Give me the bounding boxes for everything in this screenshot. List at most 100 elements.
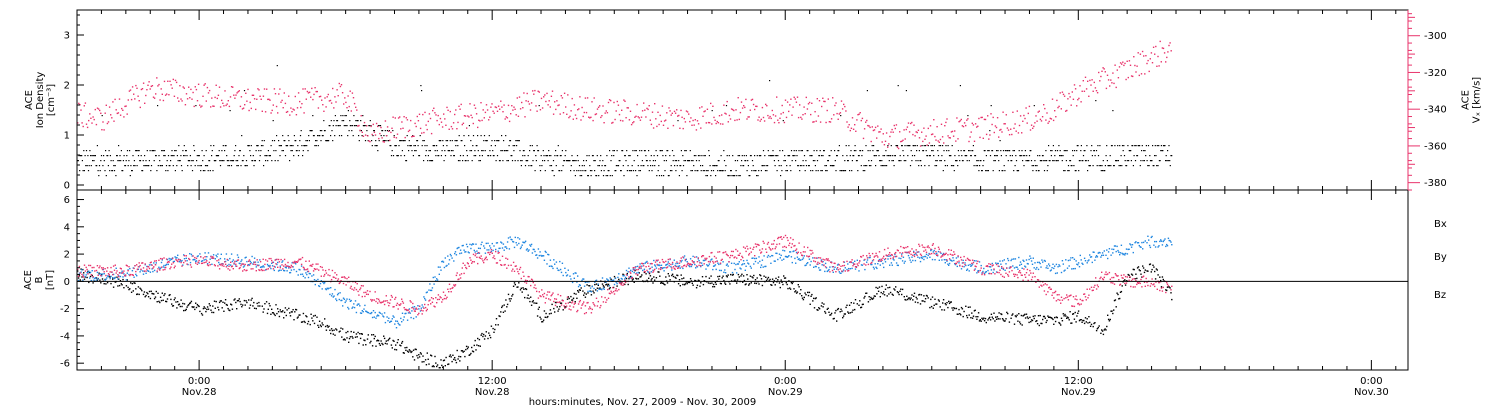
density-point (332, 140, 334, 142)
density-point (165, 170, 167, 172)
vx-point (262, 95, 265, 97)
density-point (304, 145, 306, 147)
b-point-bx (878, 286, 881, 288)
vx-point (891, 128, 893, 131)
b-point-by (818, 269, 821, 271)
b-point-by (1111, 248, 1113, 250)
b-point-by (683, 255, 686, 257)
b-point-by (624, 278, 626, 280)
density-point (501, 150, 503, 152)
density-point (756, 155, 758, 157)
vx-point (830, 118, 833, 120)
vx-point (782, 111, 784, 114)
b-point-by (688, 265, 690, 267)
density-point (1119, 165, 1121, 167)
b-point-by (538, 254, 540, 257)
density-point (477, 135, 479, 137)
density-point (935, 160, 937, 162)
density-point (592, 155, 594, 157)
density-point (297, 155, 300, 157)
density-point (527, 160, 529, 162)
density-point (1108, 165, 1111, 167)
b-point-bx (125, 285, 128, 287)
vx-point (882, 133, 884, 135)
density-point (312, 135, 315, 137)
density-point (496, 155, 499, 157)
b-point-bx (378, 342, 381, 345)
density-point (977, 160, 979, 162)
b-point-by (665, 264, 667, 266)
b-point-by (289, 272, 291, 274)
b-point-by (1066, 267, 1069, 269)
b-point-bx (683, 284, 686, 286)
density-point (1005, 155, 1007, 157)
b-point-bx (1028, 321, 1030, 324)
vx-point (474, 107, 477, 109)
b-point-by (90, 279, 93, 282)
density-point (856, 160, 858, 162)
b-point-bx (273, 313, 275, 315)
b-point-by (323, 282, 325, 285)
b-point-bx (174, 297, 176, 299)
b-point-bx (671, 273, 674, 275)
b-point-bx (792, 281, 794, 283)
b-point-bx (396, 341, 399, 344)
b-point-by (248, 264, 251, 266)
density-point (1136, 155, 1138, 157)
b-point-by (548, 254, 550, 256)
density-point (358, 135, 360, 137)
b-point-by (937, 250, 940, 253)
b-point-bx (894, 289, 896, 291)
b-point-by (976, 272, 978, 274)
b-point-by (506, 241, 509, 243)
vx-point (116, 112, 118, 115)
b-point-by (376, 315, 378, 317)
b-point-by (319, 282, 322, 285)
b-point-bx (185, 308, 187, 311)
vx-point (795, 101, 798, 103)
density-point (767, 165, 769, 167)
vx-point (233, 94, 235, 96)
density-point (1030, 160, 1033, 162)
vx-point (706, 108, 709, 110)
vx-point (429, 117, 432, 120)
vx-point (815, 120, 817, 122)
b-point-bx (169, 294, 171, 296)
vx-point (888, 143, 890, 145)
vx-point (1114, 64, 1116, 66)
vx-point (854, 124, 856, 126)
b-point-by (279, 265, 281, 267)
b-point-by (887, 258, 889, 260)
density-point (984, 150, 986, 152)
density-point (620, 170, 622, 172)
density-point (1063, 150, 1065, 152)
b-point-bx (664, 284, 666, 286)
b-point-by (701, 264, 704, 266)
density-point (1054, 155, 1056, 157)
density-point (886, 165, 888, 167)
b-point-by (513, 246, 516, 249)
density-point (371, 145, 373, 147)
density-point (1160, 145, 1162, 147)
density-point (1115, 160, 1117, 162)
density-point (85, 165, 87, 167)
density-point (929, 155, 931, 157)
vx-point (1057, 106, 1059, 109)
b-point-bx (710, 275, 712, 277)
density-point (170, 160, 172, 162)
density-point (249, 150, 251, 152)
vx-point (1115, 86, 1117, 89)
vx-point (641, 110, 644, 112)
b-point-by (126, 272, 128, 274)
b-point-by (900, 257, 902, 260)
b-point-bx (519, 289, 522, 291)
density-point (782, 120, 784, 122)
b-point-bx (417, 357, 419, 359)
b-point-by (764, 265, 766, 268)
density-point (1051, 150, 1053, 152)
density-point (840, 170, 842, 172)
density-point (1003, 165, 1005, 167)
b-point-by (875, 266, 877, 268)
b-point-bx (654, 279, 656, 281)
b-point-bx (252, 305, 254, 307)
